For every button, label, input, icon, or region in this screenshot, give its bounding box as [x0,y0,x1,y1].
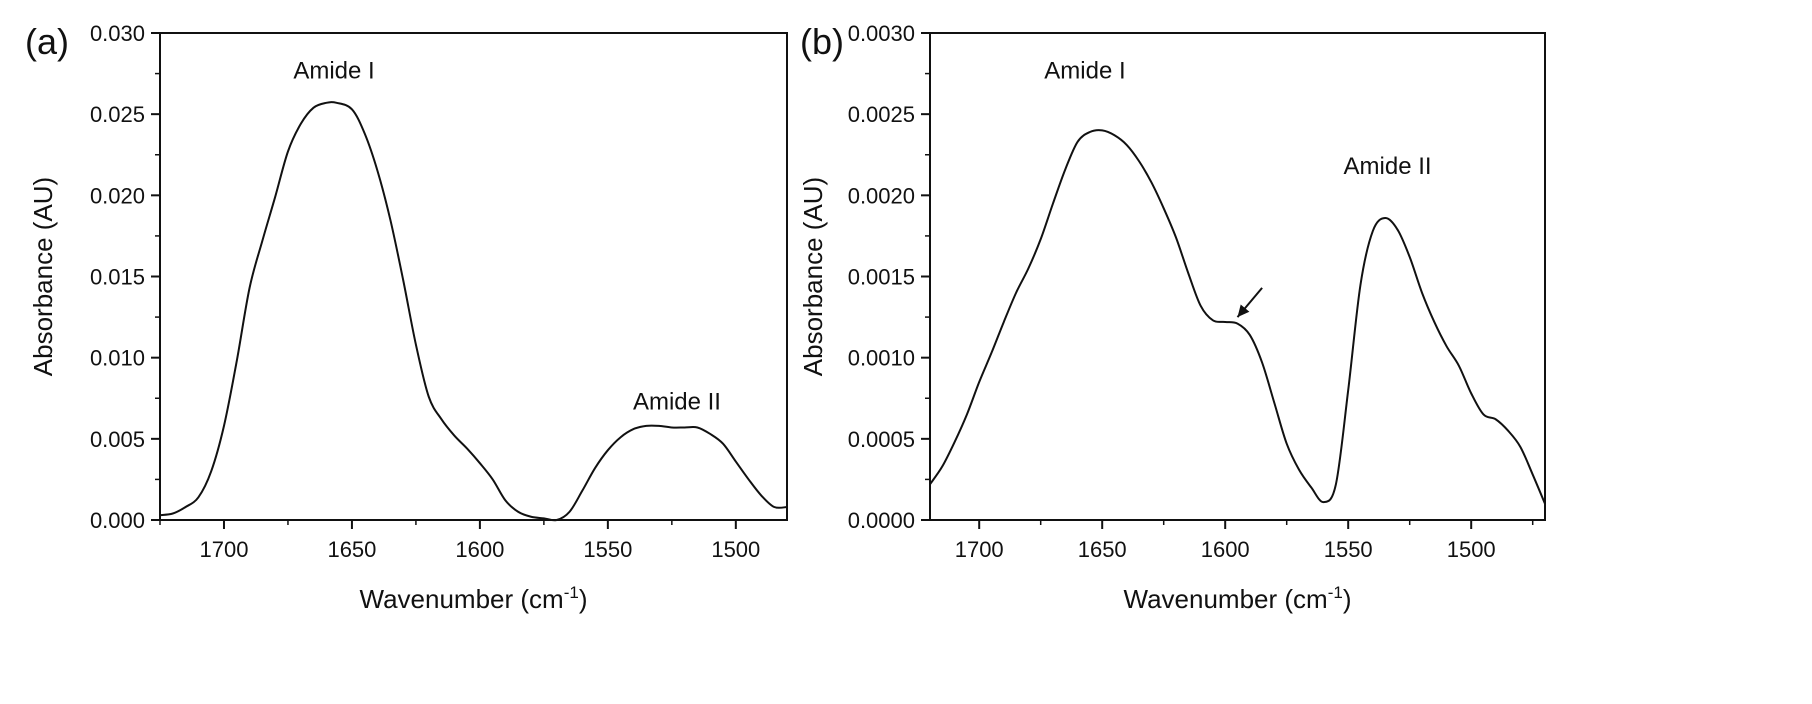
x-tick-label: 1650 [1078,537,1127,562]
y-tick-label: 0.030 [90,21,145,46]
y-tick-label: 0.0005 [848,427,915,452]
x-axis-title: Wavenumber (cm-1) [1124,583,1352,614]
y-tick-label: 0.0020 [848,183,915,208]
x-tick-label: 1600 [1201,537,1250,562]
x-tick-label: 1500 [711,537,760,562]
panel-b: 1700 1650 1600 1550 1500 0.0000 0.0005 0.0010 0.… [798,21,1546,614]
x-tick-label: 1700 [955,537,1004,562]
y-tick-label: 0.0010 [848,346,915,371]
series-line [929,129,1546,505]
panel-a: 1700 1650 1600 1550 1500 0.000 0.005 0.010 0.015… [25,21,788,614]
annotation-label: Amide I [293,57,374,84]
y-tick-label: 0.000 [90,508,145,533]
y-tick-label: 0.0015 [848,265,915,290]
panel-label: (b) [800,21,844,62]
y-tick-label: 0.0030 [848,21,915,46]
x-tick-label: 1550 [1324,537,1373,562]
annotation-label: Amide II [1344,153,1432,180]
x-tick-label: 1700 [200,537,249,562]
y-axis-title: Absorbance (AU) [28,177,58,376]
panel-label: (a) [25,21,69,62]
y-tick-label: 0.015 [90,265,145,290]
annotation-label: Amide II [633,389,721,416]
x-tick-label: 1500 [1447,537,1496,562]
plot-frame [159,32,788,521]
series-line [159,101,788,522]
plot-frame [929,32,1546,521]
y-tick-label: 0.005 [90,427,145,452]
x-axis-title: Wavenumber (cm-1) [360,583,588,614]
x-tick-label: 1650 [327,537,376,562]
y-tick-label: 0.0025 [848,102,915,127]
y-tick-label: 0.025 [90,102,145,127]
x-tick-label: 1550 [583,537,632,562]
arrow-head [1237,304,1250,318]
y-axis-title: Absorbance (AU) [798,177,828,376]
y-tick-label: 0.0000 [848,508,915,533]
x-tick-label: 1600 [455,537,504,562]
annotation-label: Amide I [1044,57,1125,84]
y-tick-label: 0.020 [90,183,145,208]
y-tick-label: 0.010 [90,346,145,371]
